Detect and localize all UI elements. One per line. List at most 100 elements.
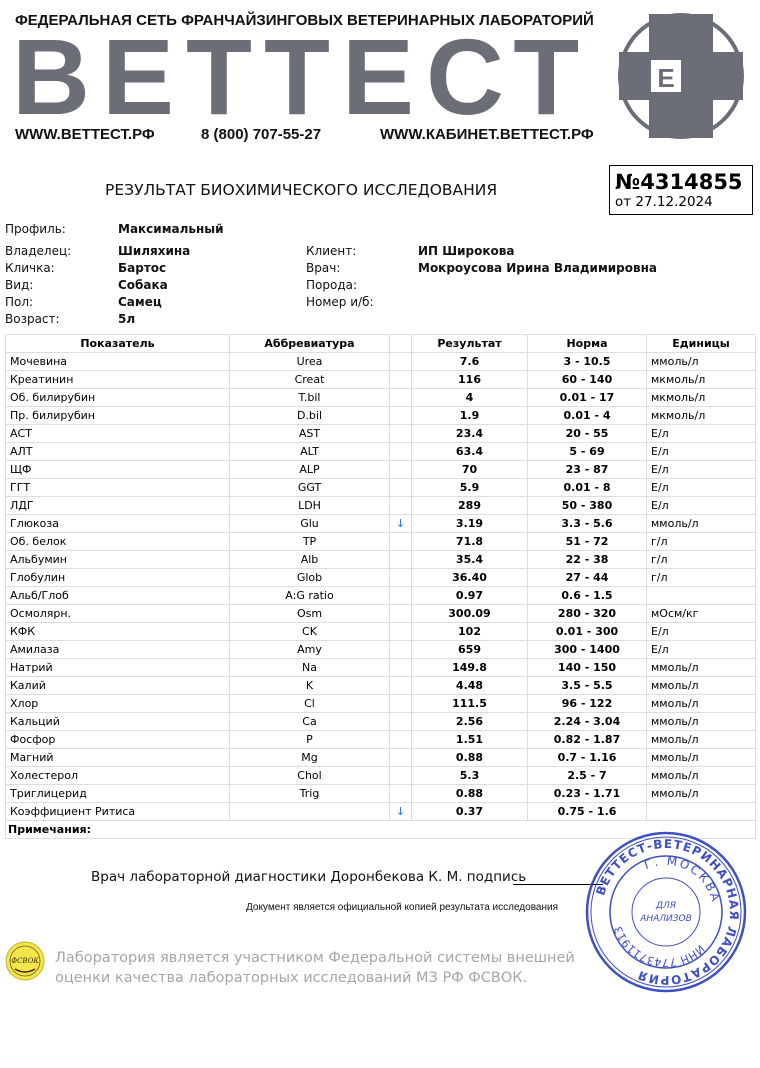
parameter-name: Глобулин: [5, 568, 230, 587]
report-title: РЕЗУЛЬТАТ БИОХИМИЧЕСКОГО ИССЛЕДОВАНИЯ: [105, 181, 498, 199]
abbreviation: Glob: [229, 568, 390, 587]
abbreviation: P: [229, 730, 390, 749]
flag-low-icon: [389, 640, 412, 659]
parameter-name: Осмолярн.: [5, 604, 230, 623]
reference-range: 0.01 - 300: [527, 622, 647, 641]
reference-range: 2.24 - 3.04: [527, 712, 647, 731]
flag-low-icon: [389, 676, 412, 695]
reference-range: 0.75 - 1.6: [527, 802, 647, 821]
reference-range: 23 - 87: [527, 460, 647, 479]
table-row: Пр. билирубин D.bil 1.9 0.01 - 4 мкмоль/л: [5, 406, 756, 425]
result-value: 111.5: [411, 694, 528, 713]
abbreviation: K: [229, 676, 390, 695]
abbreviation: D.bil: [229, 406, 390, 425]
table-row: Триглицерид Trig 0.88 0.23 - 1.71 ммоль/л: [5, 784, 756, 803]
parameter-name: Мочевина: [5, 352, 230, 371]
units: г/л: [646, 550, 756, 569]
abbreviation: Cl: [229, 694, 390, 713]
result-value: 300.09: [411, 604, 528, 623]
column-header: Единицы: [646, 334, 756, 353]
reference-range: 0.6 - 1.5: [527, 586, 647, 605]
table-row: Калий K 4.48 3.5 - 5.5 ммоль/л: [5, 676, 756, 695]
flag-low-icon: [389, 442, 412, 461]
abbreviation: AST: [229, 424, 390, 443]
breed-label: Порода:: [306, 278, 358, 292]
brand-logo-text: ВЕТТЕСТ: [12, 16, 592, 137]
reference-range: 51 - 72: [527, 532, 647, 551]
result-value: 35.4: [411, 550, 528, 569]
units: Е/л: [646, 496, 756, 515]
table-row: Холестерол Chol 5.3 2.5 - 7 ммоль/л: [5, 766, 756, 785]
lab-stamp: ВЕТТЕСТ-ВЕТЕРИНАРНАЯ ЛАБОРАТОРИЯ Г. МОСК…: [585, 831, 747, 993]
units: ммоль/л: [646, 694, 756, 713]
table-row: КФК CK 102 0.01 - 300 Е/л: [5, 622, 756, 641]
website-link[interactable]: WWW.ВЕТТЕСТ.РФ: [15, 126, 155, 143]
units: [646, 586, 756, 605]
profile-label: Профиль:: [5, 222, 66, 236]
flag-low-icon: ↓: [389, 802, 412, 821]
table-row: Натрий Na 149.8 140 - 150 ммоль/л: [5, 658, 756, 677]
brand-cross-logo-icon: Е: [618, 13, 744, 139]
abbreviation: Alb: [229, 550, 390, 569]
abbreviation: Ca: [229, 712, 390, 731]
fsvok-notice: Лаборатория является участником Федераль…: [55, 948, 575, 988]
reference-range: 0.01 - 17: [527, 388, 647, 407]
reference-range: 22 - 38: [527, 550, 647, 569]
svg-text:ИНН 7743711913: ИНН 7743711913: [612, 925, 707, 970]
table-row: АЛТ ALT 63.4 5 - 69 Е/л: [5, 442, 756, 461]
result-value: 5.9: [411, 478, 528, 497]
table-row: Глобулин Glob 36.40 27 - 44 г/л: [5, 568, 756, 587]
reference-range: 50 - 380: [527, 496, 647, 515]
report-number: №4314855: [615, 170, 743, 194]
column-header: Аббревиатура: [229, 334, 390, 353]
column-header: [389, 334, 412, 353]
abbreviation: Trig: [229, 784, 390, 803]
units: ммоль/л: [646, 730, 756, 749]
abbreviation: Na: [229, 658, 390, 677]
reference-range: 0.01 - 4: [527, 406, 647, 425]
parameter-name: Холестерол: [5, 766, 230, 785]
units: Е/л: [646, 478, 756, 497]
abbreviation: Chol: [229, 766, 390, 785]
table-row: Альбумин Alb 35.4 22 - 38 г/л: [5, 550, 756, 569]
age-value: 5л: [118, 312, 136, 326]
table-row: Амилаза Amy 659 300 - 1400 Е/л: [5, 640, 756, 659]
record-label: Номер и/б:: [306, 295, 374, 309]
report-number-box: №4314855 от 27.12.2024: [609, 165, 753, 215]
units: ммоль/л: [646, 352, 756, 371]
table-row: АСТ AST 23.4 20 - 55 Е/л: [5, 424, 756, 443]
reference-range: 0.01 - 8: [527, 478, 647, 497]
units: мОсм/кг: [646, 604, 756, 623]
table-row: Мочевина Urea 7.6 3 - 10.5 ммоль/л: [5, 352, 756, 371]
abbreviation: Osm: [229, 604, 390, 623]
result-value: 63.4: [411, 442, 528, 461]
reference-range: 0.23 - 1.71: [527, 784, 647, 803]
parameter-name: Кальций: [5, 712, 230, 731]
units: Е/л: [646, 460, 756, 479]
parameter-name: Об. билирубин: [5, 388, 230, 407]
abbreviation: A:G ratio: [229, 586, 390, 605]
units: ммоль/л: [646, 676, 756, 695]
flag-low-icon: [389, 568, 412, 587]
abbreviation: Amy: [229, 640, 390, 659]
parameter-name: Триглицерид: [5, 784, 230, 803]
parameter-name: Альб/Глоб: [5, 586, 230, 605]
units: Е/л: [646, 424, 756, 443]
signature-line: [513, 884, 603, 885]
units: Е/л: [646, 442, 756, 461]
abbreviation: GGT: [229, 478, 390, 497]
parameter-name: ГГТ: [5, 478, 230, 497]
flag-low-icon: ↓: [389, 514, 412, 533]
reference-range: 5 - 69: [527, 442, 647, 461]
flag-low-icon: [389, 730, 412, 749]
parameter-name: Калий: [5, 676, 230, 695]
parameter-name: Фосфор: [5, 730, 230, 749]
owner-label: Владелец:: [5, 244, 72, 258]
flag-low-icon: [389, 694, 412, 713]
parameter-name: Пр. билирубин: [5, 406, 230, 425]
units: ммоль/л: [646, 748, 756, 767]
flag-low-icon: [389, 586, 412, 605]
parameter-name: ЛДГ: [5, 496, 230, 515]
stamp-inn: ИНН 7743711913: [612, 925, 707, 970]
cabinet-link[interactable]: WWW.КАБИНЕТ.ВЕТТЕСТ.РФ: [380, 126, 594, 143]
